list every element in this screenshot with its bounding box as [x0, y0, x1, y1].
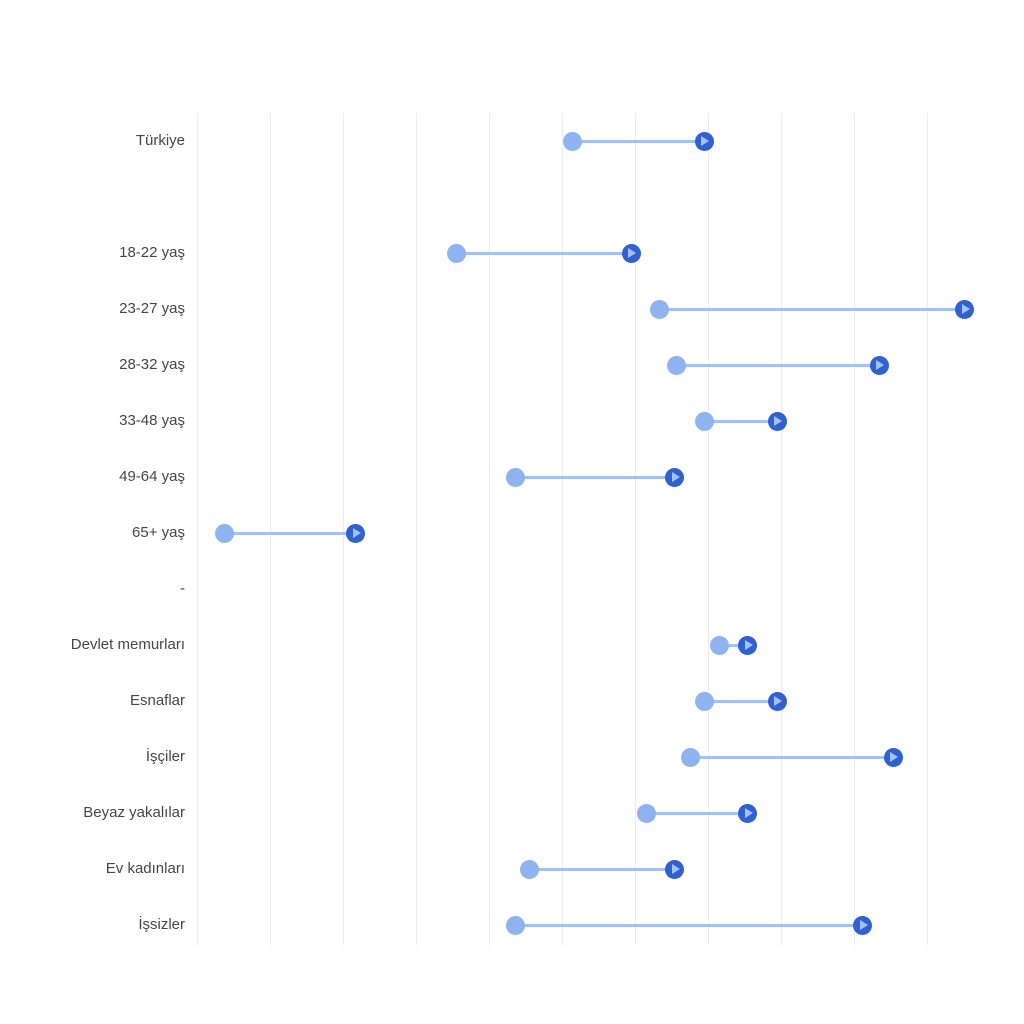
connector-line: [646, 811, 748, 815]
row-label: 18-22 yaş: [119, 244, 185, 261]
start-dot: [506, 467, 526, 487]
row-label: -: [180, 580, 185, 597]
connector-line: [690, 755, 894, 759]
start-dot: [650, 299, 670, 319]
arrow-right-icon: [701, 136, 710, 146]
row-label: Ev kadınları: [105, 860, 185, 877]
arrow-right-icon: [876, 360, 885, 370]
connector-line: [529, 867, 675, 871]
start-dot: [694, 411, 714, 431]
arrow-right-icon: [628, 248, 637, 258]
start-dot: [637, 803, 657, 823]
row-label: 23-27 yaş: [119, 300, 185, 317]
connector-line: [704, 419, 778, 423]
arrow-right-icon: [774, 416, 783, 426]
arrow-right-icon: [890, 752, 899, 762]
row-label: Devlet memurları: [70, 636, 185, 653]
row-label: İşsizler: [138, 916, 185, 933]
connector-line: [515, 923, 863, 927]
start-dot: [563, 131, 583, 151]
start-dot: [710, 635, 730, 655]
row-label: 49-64 yaş: [119, 468, 185, 485]
arrow-right-icon: [774, 696, 783, 706]
start-dot: [520, 859, 540, 879]
row-label: Türkiye: [135, 132, 185, 149]
connector-line: [659, 307, 965, 311]
arrow-right-icon: [744, 808, 753, 818]
start-dot: [506, 915, 526, 935]
start-dot: [214, 523, 234, 543]
start-dot: [666, 355, 686, 375]
row-label: Beyaz yakalılar: [83, 804, 185, 821]
connector-line: [572, 139, 705, 143]
connector-line: [224, 531, 356, 535]
row-label: Esnaflar: [129, 692, 185, 709]
row-label: 28-32 yaş: [119, 356, 185, 373]
start-dot: [447, 243, 467, 263]
arrow-right-icon: [961, 304, 970, 314]
row-label: 33-48 yaş: [119, 412, 185, 429]
connector-line: [515, 475, 675, 479]
arrow-right-icon: [859, 920, 868, 930]
connector-line: [456, 251, 632, 255]
plot-area: [197, 113, 975, 945]
connector-line: [704, 699, 778, 703]
arrow-right-icon: [352, 528, 361, 538]
row-label: İşçiler: [145, 748, 185, 765]
start-dot: [680, 747, 700, 767]
row-labels: Türkiye 18-22 yaş 23-27 yaş 28-32 yaş 33-48 …: [0, 0, 185, 1024]
connector-line: [676, 363, 880, 367]
row-label: 65+ yaş: [132, 524, 185, 541]
arrow-right-icon: [671, 864, 680, 874]
arrow-right-icon: [744, 640, 753, 650]
start-dot: [694, 691, 714, 711]
connector-line: [719, 643, 748, 647]
arrow-right-icon: [671, 472, 680, 482]
